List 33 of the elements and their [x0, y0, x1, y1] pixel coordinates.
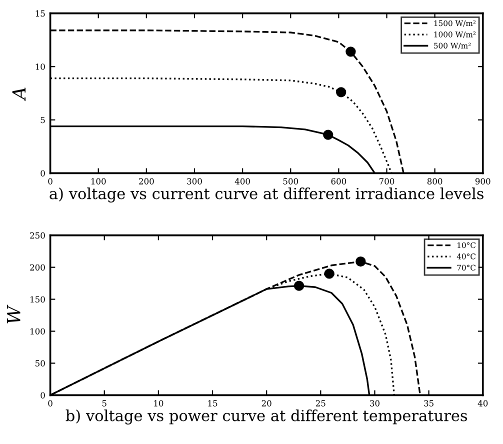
x-tick-label: 0 — [48, 178, 52, 184]
y-tick-label: 100 — [30, 328, 45, 335]
y-tick-label: 250 — [30, 232, 45, 239]
y-tick-label: 0 — [40, 392, 45, 398]
y-tick-label: 50 — [36, 360, 45, 366]
x-tick-label: 35 — [424, 400, 434, 406]
x-tick-label: 5 — [102, 400, 106, 406]
y-tick-label: 10 — [36, 64, 45, 70]
x-axis-title: b) voltage vs power curve at different temperatures — [66, 409, 468, 424]
x-tick-label: 30 — [370, 400, 380, 406]
x-tick-label: 25 — [316, 400, 326, 406]
x-tick-label: 40 — [478, 400, 488, 406]
y-tick-label: 150 — [30, 296, 45, 303]
y-tick-label: 200 — [30, 264, 45, 271]
x-tick-label: 800 — [427, 178, 442, 184]
x-tick-label: 15 — [208, 400, 218, 406]
x-tick-label: 900 — [475, 178, 490, 184]
x-axis-title: a) voltage vs current curve at different irradiance levels — [50, 187, 484, 202]
y-tick-label: 15 — [36, 10, 45, 17]
x-tick-label: 10 — [154, 400, 164, 406]
x-tick-label: 700 — [380, 178, 394, 184]
x-tick-label: 0 — [48, 400, 52, 406]
y-axis-title: A — [12, 88, 26, 102]
x-tick-label: 200 — [139, 178, 154, 184]
x-tick-label: 300 — [187, 178, 202, 184]
y-axis-title: W — [7, 304, 20, 324]
x-tick-label: 600 — [331, 178, 346, 184]
x-tick-label: 100 — [91, 178, 106, 184]
y-tick-label: 0 — [40, 170, 45, 176]
x-tick-label: 500 — [283, 178, 298, 184]
y-tick-label: 5 — [40, 116, 45, 124]
x-tick-label: 400 — [234, 178, 250, 184]
x-tick-label: 20 — [262, 400, 272, 406]
